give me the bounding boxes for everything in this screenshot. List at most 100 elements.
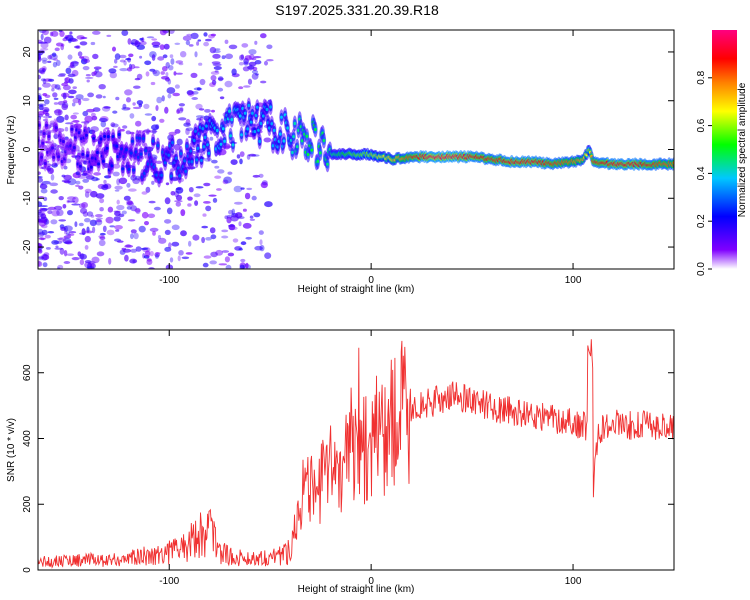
- noise-blob: [54, 47, 60, 52]
- noise-blob: [38, 231, 45, 236]
- noise-blob: [58, 196, 64, 201]
- noise-blob: [92, 30, 101, 35]
- ridge-core: [318, 151, 322, 155]
- noise-blob: [185, 40, 191, 46]
- noise-blob: [260, 33, 267, 39]
- ridge-core: [57, 155, 60, 159]
- noise-blob: [67, 196, 76, 201]
- noise-blob: [116, 199, 120, 205]
- noise-blob: [99, 198, 105, 204]
- noise-blob: [128, 188, 137, 192]
- ridge-core: [195, 158, 199, 162]
- ridge-core: [184, 169, 188, 173]
- noise-blob: [48, 115, 52, 118]
- colorbar-tick-label: 0.8: [696, 70, 707, 84]
- noise-blob: [47, 60, 52, 64]
- noise-blob: [196, 87, 201, 91]
- noise-blob: [169, 257, 174, 263]
- noise-blob: [239, 54, 244, 61]
- noise-blob: [169, 54, 174, 59]
- noise-blob: [110, 122, 116, 128]
- heatmap-layer: [38, 30, 674, 269]
- noise-blob: [67, 210, 73, 216]
- noise-blob: [210, 75, 217, 81]
- ridge-core: [201, 127, 205, 131]
- noise-blob: [209, 46, 217, 54]
- snr-xtick-label: -100: [159, 576, 179, 587]
- noise-blob: [64, 230, 68, 235]
- noise-blob: [127, 219, 136, 222]
- noise-blob: [67, 200, 76, 203]
- noise-blob: [194, 51, 198, 58]
- noise-blob: [91, 115, 98, 121]
- ridge-core: [131, 139, 134, 143]
- noise-blob: [149, 250, 154, 257]
- noise-blob: [130, 64, 136, 70]
- noise-blob: [82, 211, 89, 217]
- noise-blob: [201, 225, 208, 229]
- ridge-core: [47, 134, 51, 138]
- noise-blob: [255, 73, 259, 76]
- heatmap-ytick-label: 20: [22, 46, 33, 58]
- noise-blob: [124, 89, 133, 96]
- noise-blob: [129, 258, 138, 264]
- noise-blob: [38, 237, 46, 240]
- ridge-core: [156, 144, 160, 148]
- noise-blob: [84, 191, 90, 198]
- noise-blob: [55, 42, 64, 47]
- noise-blob: [67, 95, 75, 99]
- noise-blob: [168, 242, 172, 249]
- ridge-core: [160, 173, 164, 177]
- noise-blob: [171, 241, 180, 247]
- ridge-core: [102, 159, 105, 163]
- noise-blob: [185, 252, 193, 255]
- noise-blob: [166, 207, 173, 215]
- noise-blob: [245, 262, 249, 269]
- noise-blob: [202, 213, 207, 217]
- noise-blob: [197, 39, 202, 42]
- ridge-core: [230, 118, 234, 122]
- noise-blob: [84, 235, 91, 243]
- noise-blob: [203, 32, 208, 37]
- noise-blob: [95, 217, 103, 220]
- noise-blob: [139, 41, 147, 46]
- noise-blob: [192, 234, 200, 241]
- noise-blob: [47, 231, 55, 234]
- heatmap-ytick-label: 0: [22, 146, 33, 152]
- noise-blob: [141, 191, 148, 195]
- noise-blob: [129, 113, 135, 119]
- noise-blob: [196, 41, 200, 46]
- noise-blob: [63, 225, 73, 232]
- noise-blob: [254, 40, 258, 45]
- noise-blob: [185, 128, 190, 136]
- noise-blob: [91, 256, 100, 264]
- noise-blob: [45, 112, 50, 117]
- noise-blob: [242, 66, 250, 72]
- noise-blob: [114, 238, 121, 242]
- ridge-core: [38, 123, 41, 127]
- colorbar-tick-label: 0.4: [696, 166, 707, 180]
- noise-blob: [221, 229, 229, 233]
- ridge-core: [106, 135, 110, 139]
- noise-blob: [168, 131, 177, 136]
- noise-blob: [64, 36, 68, 39]
- noise-blob: [174, 42, 181, 45]
- noise-blob: [127, 38, 132, 45]
- noise-blob: [155, 105, 159, 111]
- ridge-core: [129, 151, 133, 155]
- noise-blob: [40, 48, 49, 51]
- noise-blob: [132, 106, 142, 110]
- noise-blob: [64, 240, 73, 245]
- noise-blob: [190, 32, 199, 40]
- noise-blob: [238, 61, 244, 66]
- noise-blob: [181, 256, 190, 260]
- ridge-core: [249, 120, 253, 124]
- noise-blob: [144, 250, 151, 257]
- noise-blob: [106, 229, 115, 236]
- ridge-core: [200, 158, 203, 162]
- noise-blob: [70, 114, 77, 120]
- noise-blob: [188, 187, 194, 193]
- noise-blob: [203, 41, 210, 47]
- noise-blob: [38, 53, 41, 60]
- noise-blob: [68, 78, 74, 84]
